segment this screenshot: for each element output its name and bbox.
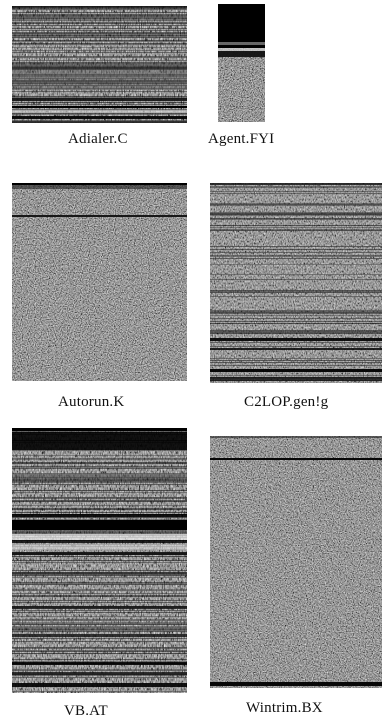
caption-autorun: Autorun.K bbox=[58, 394, 125, 410]
caption-wintrim: Wintrim.BX bbox=[246, 700, 323, 716]
caption-vbat: VB.AT bbox=[64, 703, 108, 719]
malware-image-c2lop bbox=[210, 183, 382, 383]
malware-image-vbat bbox=[12, 428, 187, 693]
caption-adialer: Adialer.C bbox=[68, 131, 128, 147]
malware-image-wintrim bbox=[210, 436, 382, 688]
malware-image-autorun bbox=[12, 183, 187, 381]
malware-image-agent bbox=[218, 4, 265, 122]
caption-c2lop: C2LOP.gen!g bbox=[244, 394, 329, 410]
caption-agent: Agent.FYI bbox=[208, 131, 275, 147]
malware-image-adialer bbox=[12, 6, 187, 123]
